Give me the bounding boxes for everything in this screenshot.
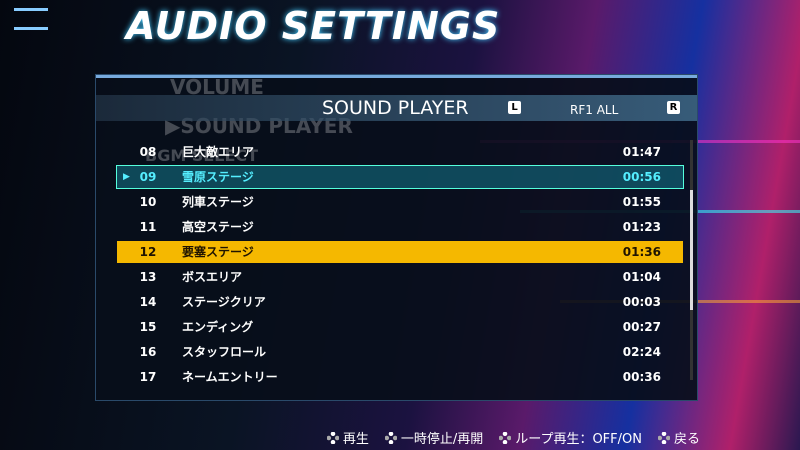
key-l[interactable]: L xyxy=(508,101,521,114)
track-row[interactable]: ▶ 09 雪原ステージ 00:56 xyxy=(116,165,684,189)
track-time: 01:47 xyxy=(622,145,661,159)
scroll-thumb xyxy=(690,190,693,310)
track-time: 01:04 xyxy=(622,270,661,284)
track-number: 16 xyxy=(139,345,157,359)
button-icon xyxy=(384,432,397,444)
track-number: 12 xyxy=(139,245,157,259)
track-name: スタッフロール xyxy=(182,345,267,359)
hint-text: 一時停止/再開 xyxy=(400,432,484,447)
footer-hint: 戻る xyxy=(657,428,700,447)
track-name: ボスエリア xyxy=(182,270,243,284)
track-number: 15 xyxy=(139,320,157,334)
track-row[interactable]: 11 高空ステージ 01:23 xyxy=(117,216,683,238)
key-r[interactable]: R xyxy=(667,101,680,114)
track-name: 要塞ステージ xyxy=(182,245,254,259)
track-row[interactable]: 08 巨大敵エリア 01:47 xyxy=(117,141,683,163)
panel-header xyxy=(96,95,697,121)
button-icon xyxy=(657,432,670,444)
hint-text: 戻る xyxy=(673,432,700,447)
track-time: 01:36 xyxy=(622,245,661,259)
track-row[interactable]: 10 列車ステージ 01:55 xyxy=(117,191,683,213)
track-time: 00:27 xyxy=(622,320,661,334)
track-row[interactable]: 12 要塞ステージ 01:36 xyxy=(117,241,683,263)
track-time: 00:03 xyxy=(622,295,661,309)
play-marker: ▶ xyxy=(123,172,130,182)
track-time: 01:23 xyxy=(622,220,661,234)
track-time: 00:56 xyxy=(622,170,661,184)
track-row[interactable]: 16 スタッフロール 02:24 xyxy=(117,341,683,363)
hint-text: 再生 xyxy=(342,432,369,447)
mode-label: RF1 ALL xyxy=(570,103,619,117)
track-name: 高空ステージ xyxy=(182,220,254,234)
panel-title: SOUND PLAYER xyxy=(322,97,469,119)
track-row[interactable]: 17 ネームエントリー 00:36 xyxy=(117,366,683,388)
footer-hint: 一時停止/再開 xyxy=(384,428,484,447)
track-row[interactable]: 15 エンディング 00:27 xyxy=(117,316,683,338)
footer-hint: 再生 xyxy=(326,428,369,447)
track-name: ネームエントリー xyxy=(182,370,278,384)
track-number: 11 xyxy=(139,220,157,234)
track-time: 02:24 xyxy=(622,345,661,359)
track-number: 17 xyxy=(139,370,157,384)
track-row[interactable]: 14 ステージクリア 00:03 xyxy=(117,291,683,313)
hint-text: ループ再生：OFF/ON xyxy=(515,432,642,447)
button-icon xyxy=(326,432,339,444)
track-number: 08 xyxy=(139,145,157,159)
track-name: 列車ステージ xyxy=(182,195,254,209)
track-row[interactable]: 13 ボスエリア 01:04 xyxy=(117,266,683,288)
track-number: 14 xyxy=(139,295,157,309)
footer-hint: ループ再生：OFF/ON xyxy=(499,428,642,447)
track-time: 00:36 xyxy=(622,370,661,384)
page-title: AUDIO SETTINGS xyxy=(126,4,501,48)
track-name: 巨大敵エリア xyxy=(182,145,255,159)
button-icon xyxy=(499,432,512,444)
panel xyxy=(96,75,697,400)
menu-icon xyxy=(14,8,48,30)
footer: 再生 一時停止/再開 ループ再生：OFF/ON 戻る xyxy=(326,428,700,447)
bg-menu-item: BGM SELECT xyxy=(145,146,259,165)
track-number: 09 xyxy=(139,170,157,184)
track-number: 10 xyxy=(139,195,157,209)
track-number: 13 xyxy=(139,270,157,284)
track-name: ステージクリア xyxy=(182,295,266,309)
track-time: 01:55 xyxy=(622,195,661,209)
track-name: エンディング xyxy=(182,320,254,334)
track-name: 雪原ステージ xyxy=(182,170,254,184)
